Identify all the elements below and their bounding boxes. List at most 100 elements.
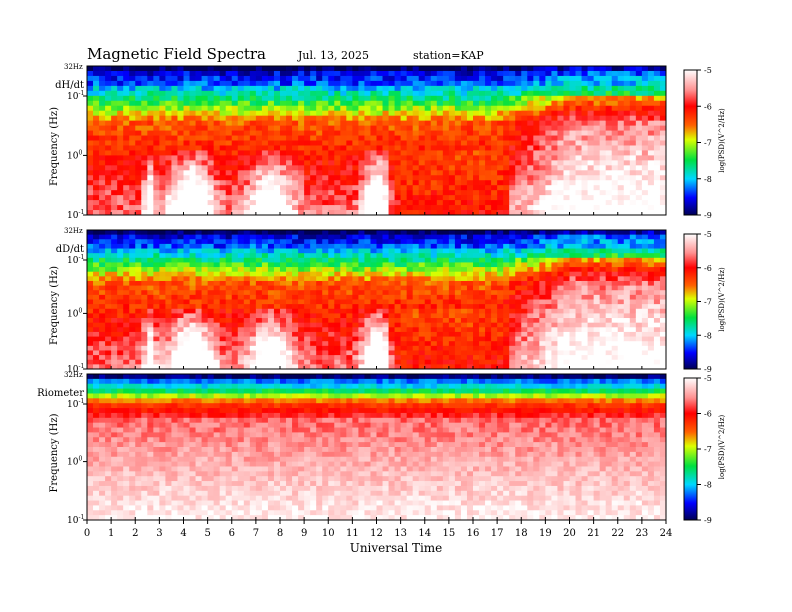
spectrogram-cell xyxy=(99,355,106,361)
spectrogram-cell xyxy=(569,115,576,122)
spectrogram-cell xyxy=(418,120,426,126)
spectrogram-cell xyxy=(454,100,462,107)
spectrogram-cell xyxy=(129,350,136,356)
spectrogram-cell xyxy=(328,175,335,181)
spectrogram-cell xyxy=(117,115,124,122)
spectrogram-cell xyxy=(485,80,492,87)
spectrogram-cell xyxy=(99,243,106,249)
spectrogram-cell xyxy=(292,165,299,171)
spectrogram-cell xyxy=(328,100,335,107)
spectrogram-cell xyxy=(358,155,365,161)
spectrogram-cell xyxy=(370,364,377,370)
spectrogram-cell xyxy=(298,80,305,87)
spectrogram-cell xyxy=(201,90,209,97)
spectrogram-cell xyxy=(641,195,649,201)
spectrogram-cell xyxy=(328,130,335,136)
spectrogram-cell xyxy=(545,85,552,92)
spectrogram-cell xyxy=(231,253,239,259)
spectrogram-cell xyxy=(527,105,534,112)
spectrogram-cell xyxy=(183,150,190,156)
spectrogram-cell xyxy=(509,210,516,216)
spectrogram-cell xyxy=(527,135,534,141)
spectrogram-cell xyxy=(611,80,619,87)
spectrogram-cell xyxy=(635,80,643,87)
spectrogram-cell xyxy=(171,90,178,97)
spectrogram-cell xyxy=(442,115,450,122)
spectrogram-cell xyxy=(533,185,540,191)
spectrogram-cell xyxy=(225,253,233,259)
spectrogram-cell xyxy=(111,267,118,273)
spectrogram-cell xyxy=(388,271,395,277)
spectrogram-cell xyxy=(135,80,142,87)
spectrogram-cell xyxy=(346,105,353,112)
spectrogram-cell xyxy=(575,165,582,171)
spectrogram-cell xyxy=(352,105,359,112)
spectrogram-cell xyxy=(207,85,215,92)
spectrogram-cell xyxy=(641,85,649,92)
spectrogram-cell xyxy=(129,243,136,249)
spectrogram-cell xyxy=(243,120,251,126)
spectrogram-cell xyxy=(527,185,534,191)
spectrogram-cell xyxy=(352,331,359,337)
spectrogram-cell xyxy=(93,75,100,82)
spectrogram-cell xyxy=(485,66,492,72)
spectrogram-cell xyxy=(292,85,299,92)
spectrogram-cell xyxy=(280,100,287,107)
spectrogram-cell xyxy=(436,95,444,102)
spectrogram-cell xyxy=(189,170,196,176)
spectrogram-cell xyxy=(635,85,643,92)
spectrogram-cell xyxy=(117,190,124,196)
spectrogram-cell xyxy=(171,95,178,102)
spectrogram-cell xyxy=(165,355,172,361)
spectrogram-cell xyxy=(551,165,558,171)
spectrogram-cell xyxy=(165,271,172,277)
spectrogram-cell xyxy=(117,359,124,365)
spectrogram-cell xyxy=(605,165,613,171)
spectrogram-cell xyxy=(466,327,474,333)
spectrogram-cell xyxy=(255,336,263,342)
spectrogram-cell xyxy=(298,267,305,273)
spectrogram-cell xyxy=(249,331,257,337)
spectrogram-cell xyxy=(623,155,631,161)
spectrogram-cell xyxy=(147,280,154,286)
spectrogram-cell xyxy=(292,234,299,240)
spectrogram-cell xyxy=(304,70,311,77)
spectrogram-cell xyxy=(129,115,136,122)
spectrogram-cell xyxy=(117,248,124,254)
spectrogram-cell xyxy=(231,355,239,361)
spectrogram-cell xyxy=(460,130,468,136)
spectrogram-cell xyxy=(485,85,492,92)
spectrogram-cell xyxy=(249,105,257,112)
spectrogram-cell xyxy=(527,150,534,156)
spectrogram-cell xyxy=(412,95,420,102)
spectrogram-cell xyxy=(563,145,570,151)
spectrogram-cell xyxy=(454,257,462,263)
spectrogram-cell xyxy=(581,105,588,112)
spectrogram-cell xyxy=(473,359,480,365)
spectrogram-cell xyxy=(165,299,172,305)
spectrogram-cell xyxy=(485,345,492,351)
spectrogram-cell xyxy=(99,364,106,370)
spectrogram-cell xyxy=(117,155,124,161)
spectrogram-cell xyxy=(237,195,245,201)
spectrogram-cell xyxy=(328,290,335,296)
spectrogram-cell xyxy=(286,190,293,196)
spectrogram-cell xyxy=(93,327,100,333)
spectrogram-cell xyxy=(298,170,305,176)
spectrogram-cell xyxy=(105,308,112,314)
spectrogram-cell xyxy=(376,280,383,286)
spectrogram-cell xyxy=(261,308,269,314)
spectrogram-cell xyxy=(111,150,118,156)
spectrogram-cell xyxy=(171,234,178,240)
spectrogram-cell xyxy=(304,271,311,277)
spectrogram-cell xyxy=(424,257,432,263)
spectrogram-cell xyxy=(273,115,281,122)
spectrogram-cell xyxy=(466,150,474,156)
spectrogram-cell xyxy=(135,359,142,365)
spectrogram-cell xyxy=(310,195,317,201)
spectrogram-cell xyxy=(87,257,94,263)
spectrogram-cell xyxy=(231,155,239,161)
spectrogram-cell xyxy=(376,341,383,347)
spectrogram-cell xyxy=(201,248,209,254)
spectrogram-cell xyxy=(255,267,263,273)
